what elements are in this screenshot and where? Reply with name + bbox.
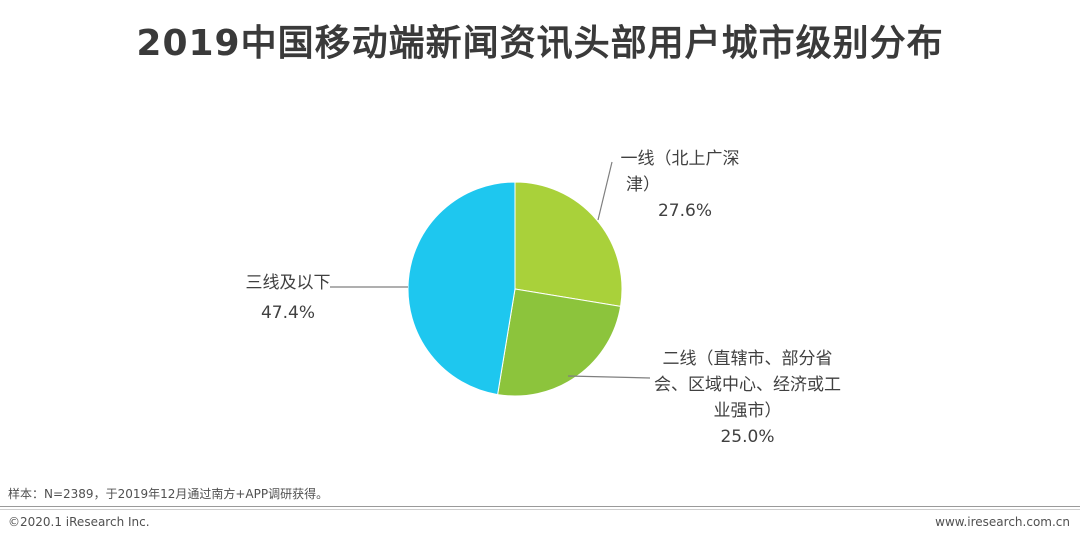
slice-label-tier3: 三线及以下 47.4% <box>228 270 348 326</box>
slice-label-tier3-line1: 三线及以下 <box>245 273 331 293</box>
chart-title: 2019中国移动端新闻资讯头部用户城市级别分布 <box>136 23 944 64</box>
pie-slice-tier1 <box>514 181 623 307</box>
footer-divider <box>0 506 1080 507</box>
footer-divider-light <box>0 509 1080 510</box>
slice-label-tier1-line2: 津） <box>626 175 660 195</box>
slice-value-tier3: 47.4% <box>260 303 315 323</box>
slice-label-tier2-line2: 会、区域中心、经济或工 <box>654 375 841 395</box>
slice-label-tier1-line1: 一线（北上广深 <box>620 149 740 169</box>
sample-note: 样本：N=2389，于2019年12月通过南方+APP调研获得。 <box>8 487 329 501</box>
slice-value-tier1: 27.6% <box>657 201 712 221</box>
pie-slice-tier3 <box>407 181 516 396</box>
slice-label-tier2-line3: 业强市） <box>713 401 782 421</box>
slice-value-tier2: 25.0% <box>720 427 775 447</box>
leader-line-tier2 <box>567 375 651 379</box>
slice-label-tier2-line1: 二线（直辖市、部分省 <box>662 349 833 369</box>
slice-label-tier2: 二线（直辖市、部分省 会、区域中心、经济或工 业强市） 25.0% <box>645 346 850 450</box>
slice-label-tier1: 一线（北上广深 津） 27.6% <box>600 146 760 224</box>
leader-line-tier1 <box>597 161 613 221</box>
copyright-text: ©2020.1 iResearch Inc. <box>8 515 150 529</box>
pie-slice-tier2 <box>497 288 622 397</box>
website-link[interactable]: www.iresearch.com.cn <box>935 515 1070 529</box>
